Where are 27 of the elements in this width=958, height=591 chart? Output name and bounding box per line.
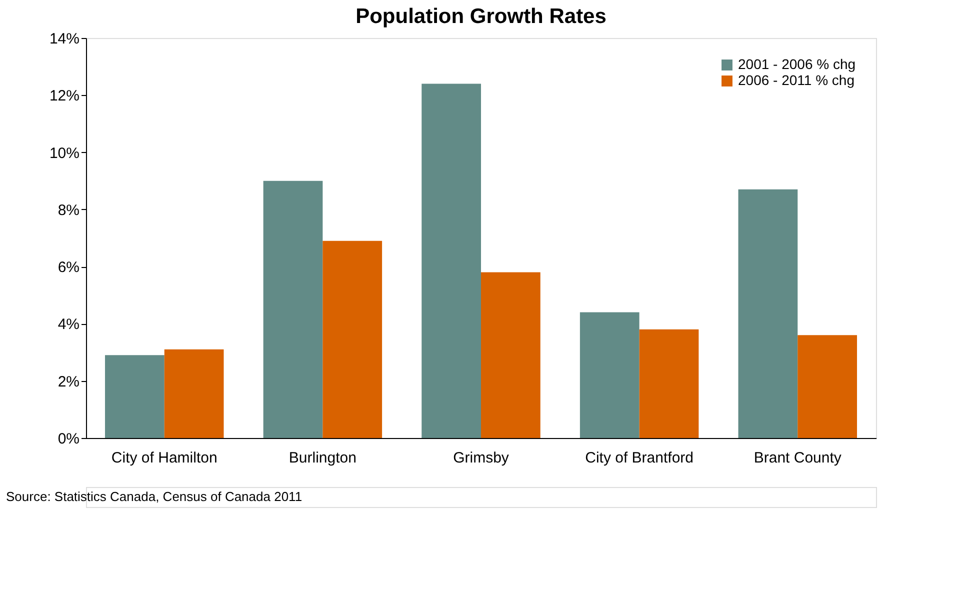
y-tick-label: 14% [49,30,80,48]
bar [798,335,857,438]
bar [322,240,382,438]
bar [105,355,164,438]
bar [422,84,481,438]
bar [639,329,699,438]
source-note: Source: Statistics Canada, Census of Canada 2011 [6,489,302,504]
y-tick-label: 4% [58,316,80,334]
bar [580,312,640,438]
y-tick-label: 2% [58,373,80,390]
bar [738,189,798,438]
chart-title: Population Growth Rates [356,5,606,28]
y-tick-label: 8% [58,202,80,219]
x-tick-label: City of Brantford [585,450,694,466]
y-tick-label: 6% [58,259,80,276]
x-tick-label: City of Hamilton [111,450,218,466]
x-tick-label: Grimsby [453,450,510,466]
bar [481,272,540,438]
y-tick-label: 10% [49,144,80,162]
y-tick-label: 12% [49,88,80,105]
bar [263,180,323,438]
x-tick-label: Brant County [754,450,842,466]
legend-label: 2001 - 2006 % chg [738,56,856,72]
bar [164,349,224,438]
legend-label: 2006 - 2011 % chg [738,72,854,88]
x-tick-label: Burlington [288,450,356,466]
y-tick-label: 0% [58,430,80,448]
